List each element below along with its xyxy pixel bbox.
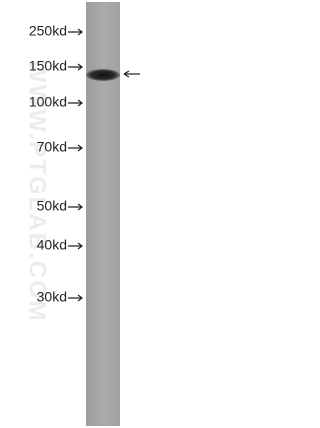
marker-label: 70kd: [37, 139, 67, 155]
marker-arrow: [68, 242, 83, 250]
band-arrow: [123, 70, 140, 78]
marker-arrow: [68, 28, 83, 36]
marker-label: 150kd: [29, 58, 67, 74]
protein-band: [86, 69, 120, 81]
marker-label: 100kd: [29, 94, 67, 110]
marker-arrow: [68, 294, 83, 302]
watermark: WWW.PTGLAB.COM: [24, 60, 51, 323]
marker-label: 40kd: [37, 237, 67, 253]
marker-group: 250kd 150kd 100kd 70kd 50kd 40kd 30kd: [29, 23, 83, 305]
marker-arrow: [68, 144, 83, 152]
marker-arrow: [68, 203, 83, 211]
marker-label: 50kd: [37, 198, 67, 214]
marker-arrow: [68, 63, 83, 71]
marker-arrow: [68, 99, 83, 107]
marker-label: 250kd: [29, 23, 67, 39]
blot-figure: WWW.PTGLAB.COM 250kd 150kd 100kd 70kd 50kd 40…: [24, 2, 140, 426]
gel-lane: [86, 2, 120, 426]
marker-label: 30kd: [37, 289, 67, 305]
